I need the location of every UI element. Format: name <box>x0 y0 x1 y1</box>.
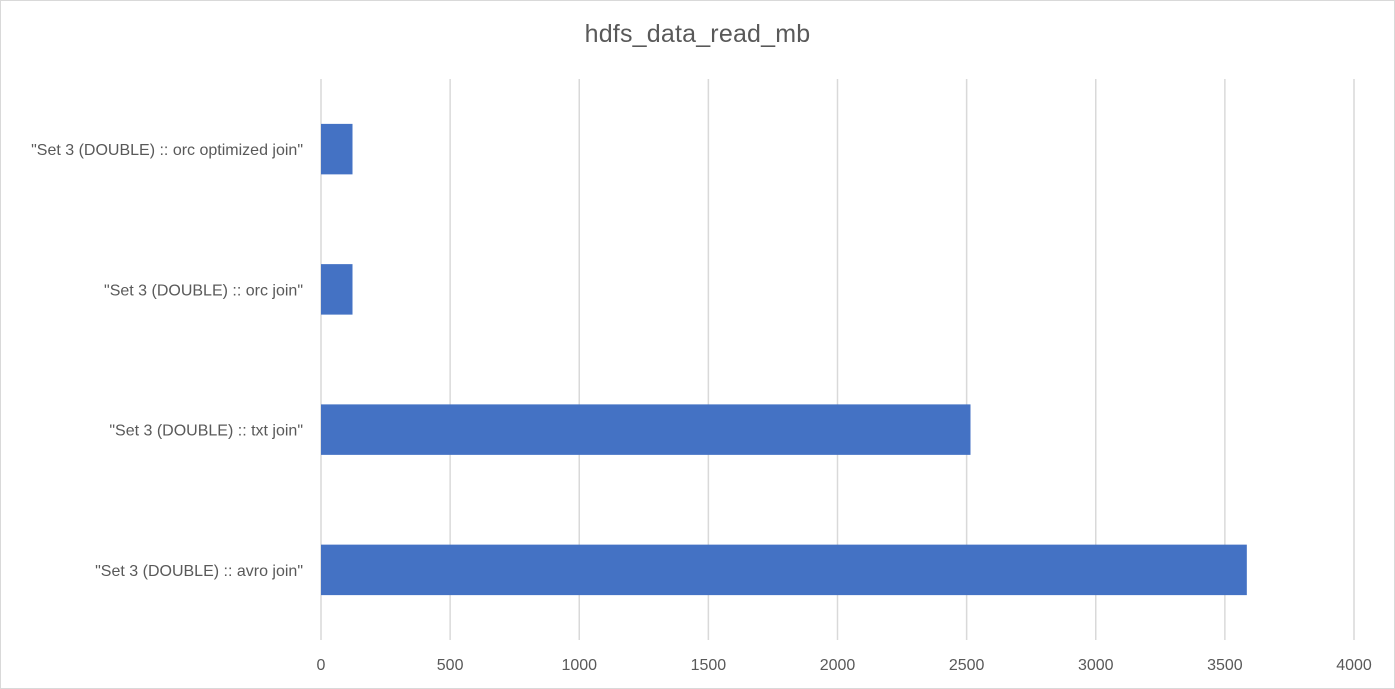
category-label: "Set 3 (DOUBLE) :: orc join" <box>104 282 303 299</box>
x-tick-label: 1000 <box>561 657 597 674</box>
bar <box>321 264 353 315</box>
x-tick-label: 3500 <box>1207 657 1243 674</box>
bar <box>321 404 971 455</box>
y-axis-category-labels: "Set 3 (DOUBLE) :: orc optimized join""S… <box>31 142 303 580</box>
category-label: "Set 3 (DOUBLE) :: orc optimized join" <box>31 142 303 159</box>
x-axis-tick-labels: 0 500 1000 1500 2000 2500 3000 3500 4000 <box>317 657 1372 674</box>
x-tick-label: 0 <box>317 657 326 674</box>
bar <box>321 123 353 175</box>
chart-title: hdfs_data_read_mb <box>584 20 811 48</box>
x-tick-label: 500 <box>437 657 464 674</box>
x-tick-label: 4000 <box>1336 657 1372 674</box>
bars <box>321 123 1247 596</box>
category-label: "Set 3 (DOUBLE) :: avro join" <box>95 563 303 580</box>
x-tick-label: 2500 <box>949 657 985 674</box>
x-tick-label: 3000 <box>1078 657 1114 674</box>
bar <box>321 544 1247 596</box>
x-tick-label: 1500 <box>691 657 727 674</box>
x-tick-label: 2000 <box>820 657 856 674</box>
category-label: "Set 3 (DOUBLE) :: txt join" <box>109 423 303 440</box>
